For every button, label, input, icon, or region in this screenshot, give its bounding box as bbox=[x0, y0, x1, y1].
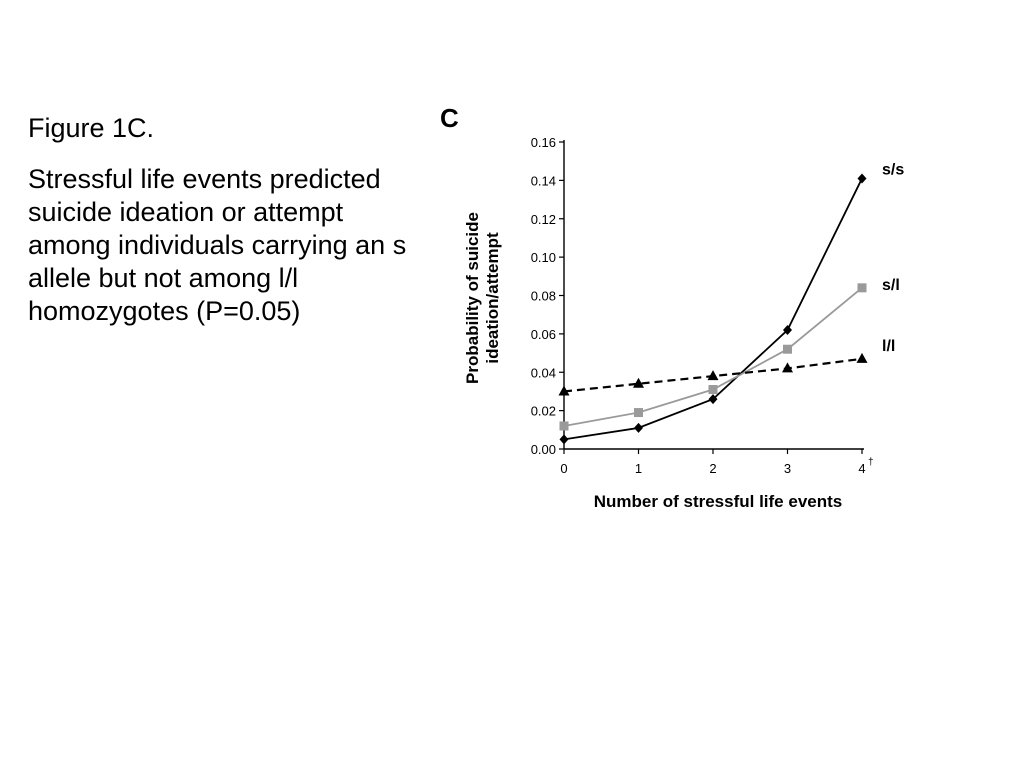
y-tick-label: 0.02 bbox=[531, 404, 556, 419]
data-point-s-s bbox=[857, 173, 867, 184]
data-point-l-l bbox=[633, 377, 644, 388]
data-point-s-s bbox=[783, 325, 792, 336]
series-line-s-l bbox=[563, 287, 863, 427]
x-tick-footnote-mark: † bbox=[868, 457, 874, 468]
data-point-s-l bbox=[783, 344, 792, 354]
data-point-l-l bbox=[782, 362, 793, 373]
y-axis-title-line2: ideation/attempt bbox=[483, 232, 502, 364]
y-tick-label: 0.04 bbox=[531, 365, 556, 380]
data-point-s-l bbox=[559, 421, 569, 431]
figure-caption: Figure 1C. Stressful life events predict… bbox=[28, 112, 408, 328]
x-tick-label: 2 bbox=[709, 461, 716, 476]
x-tick-label: 4 bbox=[858, 461, 865, 476]
panel-label: C bbox=[440, 103, 459, 133]
series-label-s-l: s/l bbox=[882, 277, 900, 294]
x-tick-label: 3 bbox=[784, 461, 791, 476]
data-point-s-s bbox=[634, 422, 643, 433]
y-axis-title-line1: Probability of suicide bbox=[463, 212, 482, 384]
data-point-s-l bbox=[634, 408, 643, 418]
data-point-l-l bbox=[707, 370, 719, 381]
x-tick-label: 1 bbox=[635, 461, 642, 476]
y-tick-label: 0.10 bbox=[531, 250, 556, 265]
caption-heading: Figure 1C. bbox=[28, 113, 155, 143]
data-point-s-s bbox=[559, 434, 569, 445]
data-point-l-l bbox=[558, 385, 570, 396]
data-point-l-l bbox=[856, 352, 868, 363]
data-point-s-s bbox=[708, 394, 718, 405]
y-tick-label: 0.00 bbox=[531, 442, 556, 457]
y-tick-label: 0.12 bbox=[531, 212, 556, 227]
x-tick-label: 0 bbox=[560, 461, 567, 476]
data-point-s-l bbox=[708, 385, 718, 395]
series-label-l-l: l/l bbox=[882, 338, 895, 355]
y-tick-label: 0.16 bbox=[531, 135, 556, 150]
y-tick-label: 0.06 bbox=[531, 327, 556, 342]
data-point-s-l bbox=[857, 283, 867, 293]
series-label-s-s: s/s bbox=[882, 161, 904, 178]
caption-body: Stressful life events predicted suicide … bbox=[28, 164, 407, 326]
y-tick-label: 0.08 bbox=[531, 289, 556, 304]
y-tick-label: 0.14 bbox=[531, 173, 556, 188]
x-axis-title: Number of stressful life events bbox=[594, 492, 842, 511]
